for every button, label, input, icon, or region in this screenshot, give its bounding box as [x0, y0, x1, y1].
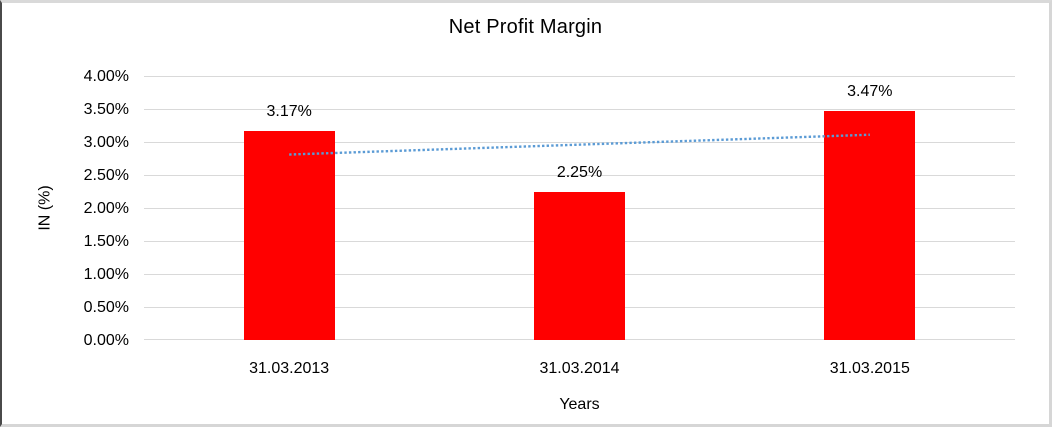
bar-value-label: 3.47% [847, 82, 893, 100]
y-gridline [144, 76, 1015, 77]
y-gridline [144, 109, 1015, 110]
y-tick-label: 2.50% [83, 167, 129, 184]
y-tick-label: 1.50% [83, 233, 129, 250]
x-axis-tick-labels: 31.03.2013 31.03.2014 31.03.2015 [144, 360, 1015, 380]
x-axis-title: Years [559, 396, 600, 413]
plot-area: 3.17% 2.25% 3.47% [144, 76, 1015, 340]
y-tick-label: 4.00% [83, 68, 129, 85]
trendline-segment [289, 133, 870, 156]
bar-31.03.2013 [243, 130, 335, 340]
x-tick-label: 31.03.2015 [829, 360, 910, 377]
y-gridline [144, 142, 1015, 143]
y-tick-label: 0.00% [83, 332, 129, 349]
bar-31.03.2014 [534, 191, 625, 340]
trendline [289, 133, 870, 156]
y-axis-tick-labels: 4.00% 3.50% 3.00% 2.50% 2.00% 1.50% 1.00% 0.50%… [2, 68, 129, 349]
y-tick-label: 0.50% [83, 299, 129, 316]
x-tick-label: 31.03.2014 [539, 360, 620, 377]
y-tick-label: 3.00% [83, 134, 129, 151]
y-tick-label: 3.50% [83, 101, 129, 118]
chart-title: Net Profit Margin [448, 16, 603, 38]
y-tick-label: 2.00% [83, 200, 129, 217]
y-gridline [144, 175, 1015, 176]
bar-value-label: 2.25% [556, 163, 603, 181]
bar-value-label: 3.17% [266, 102, 312, 120]
x-tick-label: 31.03.2013 [249, 360, 330, 377]
y-tick-label: 1.00% [83, 266, 129, 283]
bar-31.03.2015 [824, 110, 916, 340]
